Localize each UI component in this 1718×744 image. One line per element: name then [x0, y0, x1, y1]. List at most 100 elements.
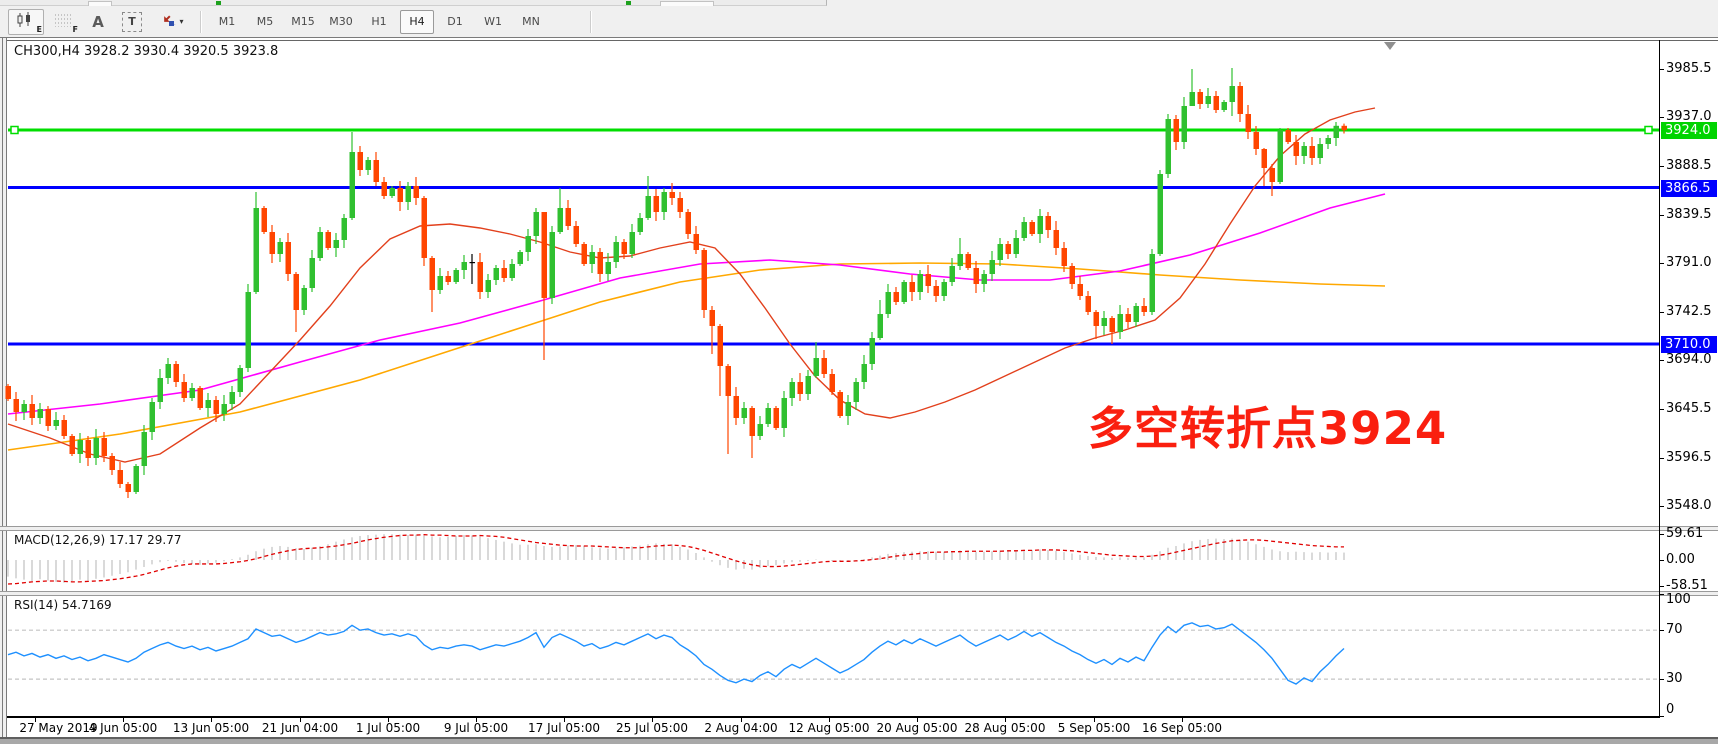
tf-button-m5[interactable]: M5	[256, 15, 274, 28]
candle-body	[1173, 119, 1179, 142]
text-label-button[interactable]: A	[84, 9, 112, 35]
candle-body	[1077, 284, 1083, 296]
chart-shift-marker-icon[interactable]	[1384, 42, 1396, 50]
chart-background	[7, 38, 1718, 737]
candle-body	[941, 282, 947, 296]
main-price-chart[interactable]	[0, 38, 1718, 526]
candle-body	[797, 382, 803, 394]
candle-body	[1237, 86, 1243, 114]
candle-body	[477, 262, 483, 292]
candle-body	[869, 338, 875, 364]
price-tick	[1659, 457, 1664, 459]
candle-body	[1181, 106, 1187, 142]
candle-body	[1317, 144, 1323, 158]
price-tick-label: 3694.0	[1666, 352, 1712, 367]
date-label: 21 Jun 04:00	[261, 721, 339, 735]
candle-body	[149, 402, 155, 432]
price-tick-label: 3548.0	[1666, 498, 1712, 513]
candle-body	[1101, 318, 1107, 326]
line-handle[interactable]	[1644, 125, 1653, 135]
candle-body	[1157, 174, 1163, 254]
candle-body	[1069, 266, 1075, 284]
candle-body	[173, 364, 179, 382]
candle-body	[861, 364, 867, 382]
clipped-green-icon	[216, 1, 221, 5]
price-badge: 3924.0	[1661, 122, 1717, 139]
macd-scale-label: 59.61	[1666, 525, 1704, 541]
panel-splitter[interactable]	[0, 526, 1718, 531]
chart-text-annotation[interactable]: 多空转折点3924	[1088, 402, 1448, 455]
candle-body	[1213, 96, 1219, 110]
candle-body	[1229, 86, 1235, 102]
candle-body	[389, 188, 395, 196]
candle-body	[1133, 306, 1139, 322]
candle-body	[493, 268, 499, 280]
candle-body	[1093, 312, 1099, 326]
chart-candles-button[interactable]: E	[8, 8, 44, 35]
candle-body	[13, 399, 19, 412]
candle-body	[45, 409, 51, 426]
candle-body	[397, 188, 403, 202]
candle-body	[557, 208, 563, 232]
candle-body	[717, 326, 723, 366]
candle-body	[893, 292, 899, 302]
arrows-icon	[160, 12, 177, 32]
date-tick	[1094, 718, 1095, 722]
date-tick	[829, 718, 830, 722]
candle-body	[837, 392, 843, 416]
candle-body	[181, 382, 187, 398]
tf-button-h1[interactable]: H1	[371, 15, 387, 28]
symbol-ohlc-readout: CH300,H4 3928.2 3930.4 3920.5 3923.8	[14, 44, 279, 59]
macd-indicator-panel[interactable]	[0, 529, 1718, 591]
grid-button-sub-label: F	[72, 24, 78, 34]
date-label: 13 Jun 05:00	[172, 721, 250, 735]
rsi-indicator-panel[interactable]	[0, 594, 1718, 716]
tf-button-mn[interactable]: MN	[522, 15, 540, 28]
candlesticks	[5, 68, 1347, 498]
price-tick	[1659, 408, 1664, 410]
tf-button-h4[interactable]: H4	[400, 9, 434, 34]
candle-body	[349, 152, 355, 218]
arrow-objects-button[interactable]: ▾	[152, 9, 192, 35]
candle-body	[261, 208, 267, 232]
rsi-scale-tick	[1659, 630, 1664, 632]
date-tick	[123, 718, 124, 722]
candle-body	[645, 196, 651, 218]
date-label: 28 Aug 05:00	[964, 721, 1046, 735]
candle-body	[845, 402, 851, 416]
candle-body	[1285, 130, 1291, 142]
candle-body	[341, 218, 347, 240]
candle-body	[1341, 125, 1347, 131]
tf-button-m1[interactable]: M1	[218, 15, 236, 28]
candle-body	[1021, 222, 1027, 238]
date-tick	[476, 718, 477, 722]
tf-button-d1[interactable]: D1	[447, 15, 463, 28]
date-tick	[741, 718, 742, 722]
candle-body	[221, 404, 227, 414]
panel-splitter[interactable]	[0, 591, 1718, 596]
candle-body	[597, 252, 603, 274]
text-box-button[interactable]: T	[116, 9, 148, 35]
candle-body	[757, 424, 763, 436]
tf-button-m15[interactable]: M15	[291, 15, 315, 28]
clipped-green-icon	[626, 1, 631, 5]
line-handle[interactable]	[10, 125, 19, 135]
date-tick	[1182, 718, 1183, 722]
candle-body	[613, 242, 619, 262]
tf-button-w1[interactable]: W1	[484, 15, 502, 28]
candle-body	[917, 274, 923, 292]
candle-body	[1029, 222, 1035, 234]
rsi-label: RSI(14) 54.7169	[14, 598, 112, 612]
date-tick	[652, 718, 653, 722]
candle-body	[429, 258, 435, 290]
price-tick-label: 3791.0	[1666, 255, 1712, 270]
price-tick-label: 3839.5	[1666, 206, 1712, 222]
candle-body	[741, 408, 747, 418]
candle-body	[1253, 132, 1259, 149]
date-label: 27 May 2019	[19, 721, 98, 735]
candle-body	[453, 270, 459, 282]
tf-button-m30[interactable]: M30	[329, 15, 353, 28]
candle-body	[1189, 92, 1195, 106]
price-tick-label: 3985.5	[1666, 60, 1712, 76]
grid-button[interactable]: F	[48, 9, 80, 35]
